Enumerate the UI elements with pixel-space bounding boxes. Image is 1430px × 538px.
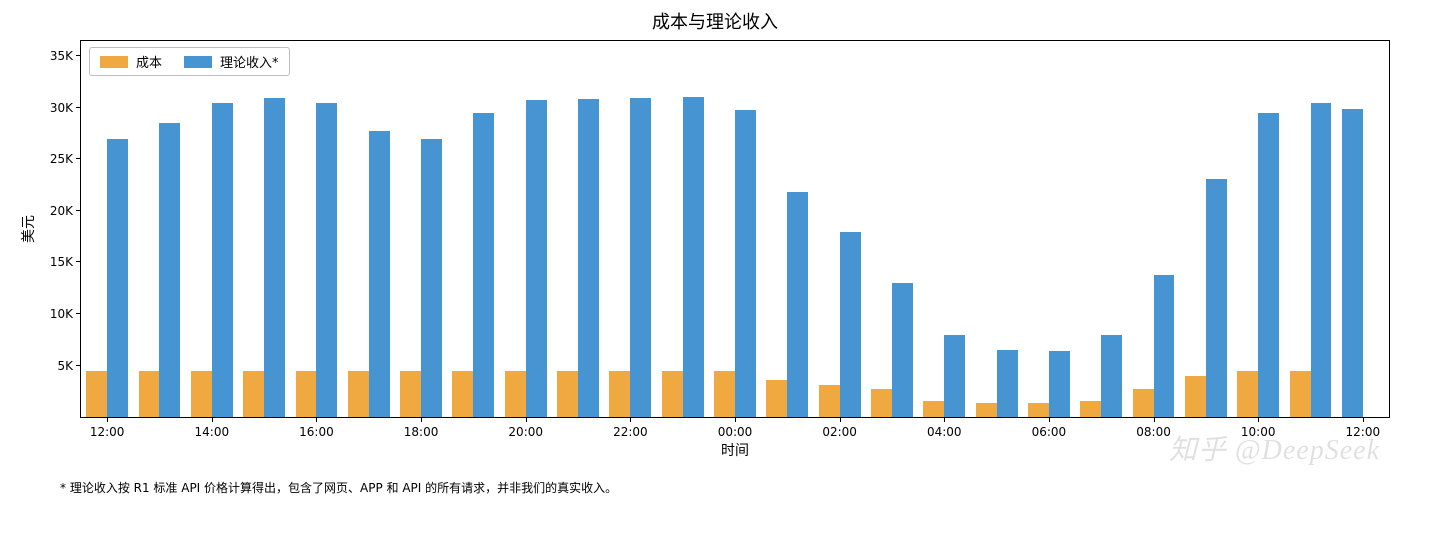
- bar-revenue: [473, 113, 494, 417]
- bar-cost: [714, 371, 735, 417]
- bar-revenue: [735, 110, 756, 417]
- y-tick-label: 20K: [50, 204, 81, 218]
- bar-revenue: [787, 192, 808, 417]
- bar-revenue-extra: [1342, 109, 1363, 417]
- bar-cost: [191, 371, 212, 417]
- x-tick-mark: [316, 417, 317, 422]
- bar-revenue: [159, 123, 180, 417]
- bar-revenue: [1311, 103, 1332, 417]
- y-tick-mark: [76, 158, 81, 159]
- y-tick-mark: [76, 210, 81, 211]
- bar-revenue: [1049, 351, 1070, 417]
- bar-revenue: [1101, 335, 1122, 417]
- bar-cost: [923, 401, 944, 417]
- bar-cost: [557, 371, 578, 417]
- bar-cost: [296, 371, 317, 417]
- bar-cost: [1185, 376, 1206, 417]
- bar-cost: [1080, 401, 1101, 417]
- bar-cost: [1237, 371, 1258, 417]
- y-tick-label: 5K: [57, 359, 81, 373]
- y-tick-label: 35K: [50, 49, 81, 63]
- x-tick-mark: [1154, 417, 1155, 422]
- bar-cost: [243, 371, 264, 417]
- bar-cost: [400, 371, 421, 417]
- bar-revenue: [1154, 275, 1175, 417]
- chart-title: 成本与理论收入: [0, 8, 1430, 34]
- bar-cost: [1290, 371, 1311, 417]
- bar-cost: [452, 371, 473, 417]
- bar-cost: [819, 385, 840, 417]
- y-tick-label: 25K: [50, 152, 81, 166]
- bar-revenue: [1206, 179, 1227, 417]
- y-tick-label: 30K: [50, 101, 81, 115]
- bar-revenue: [840, 232, 861, 417]
- bar-cost: [662, 371, 683, 417]
- bar-revenue: [369, 131, 390, 417]
- bar-revenue: [1258, 113, 1279, 417]
- y-tick-mark: [76, 313, 81, 314]
- bar-revenue: [316, 103, 337, 417]
- y-tick-mark: [76, 261, 81, 262]
- x-tick-mark: [840, 417, 841, 422]
- bar-revenue: [683, 97, 704, 417]
- x-tick-mark: [735, 417, 736, 422]
- bar-cost: [86, 371, 107, 417]
- x-tick-mark: [1049, 417, 1050, 422]
- bar-cost: [505, 371, 526, 417]
- bar-revenue: [578, 99, 599, 417]
- chart-container: 成本与理论收入 美元 成本 理论收入* 5K10K15K20K25K30K35K…: [0, 0, 1430, 538]
- y-tick-mark: [76, 107, 81, 108]
- y-tick-mark: [76, 55, 81, 56]
- bar-revenue: [630, 98, 651, 417]
- chart-footnote: * 理论收入按 R1 标准 API 价格计算得出，包含了网页、APP 和 API…: [60, 479, 617, 496]
- bar-cost: [139, 371, 160, 417]
- bar-revenue: [944, 335, 965, 417]
- x-tick-mark: [1258, 417, 1259, 422]
- x-tick-mark: [526, 417, 527, 422]
- x-tick-mark: [212, 417, 213, 422]
- x-tick-mark: [1363, 417, 1364, 422]
- bar-revenue: [421, 139, 442, 417]
- x-axis-label: 时间: [80, 440, 1390, 460]
- y-tick-mark: [76, 365, 81, 366]
- bar-revenue: [526, 100, 547, 417]
- x-tick-mark: [944, 417, 945, 422]
- bar-cost: [871, 389, 892, 417]
- y-tick-label: 15K: [50, 255, 81, 269]
- plot-area: 成本 理论收入* 5K10K15K20K25K30K35K12:0014:001…: [80, 40, 1390, 418]
- x-tick-mark: [107, 417, 108, 422]
- bar-revenue: [107, 139, 128, 417]
- bar-revenue: [212, 103, 233, 417]
- y-tick-label: 10K: [50, 307, 81, 321]
- x-tick-mark: [421, 417, 422, 422]
- y-axis-label: 美元: [18, 40, 38, 418]
- bars-layer: [81, 41, 1389, 417]
- bar-revenue: [264, 98, 285, 417]
- bar-revenue: [997, 350, 1018, 417]
- bar-revenue: [892, 283, 913, 417]
- bar-cost: [1133, 389, 1154, 417]
- bar-cost: [1028, 403, 1049, 417]
- bar-cost: [348, 371, 369, 417]
- bar-cost: [766, 380, 787, 417]
- x-tick-mark: [630, 417, 631, 422]
- bar-cost: [609, 371, 630, 417]
- bar-cost: [976, 403, 997, 417]
